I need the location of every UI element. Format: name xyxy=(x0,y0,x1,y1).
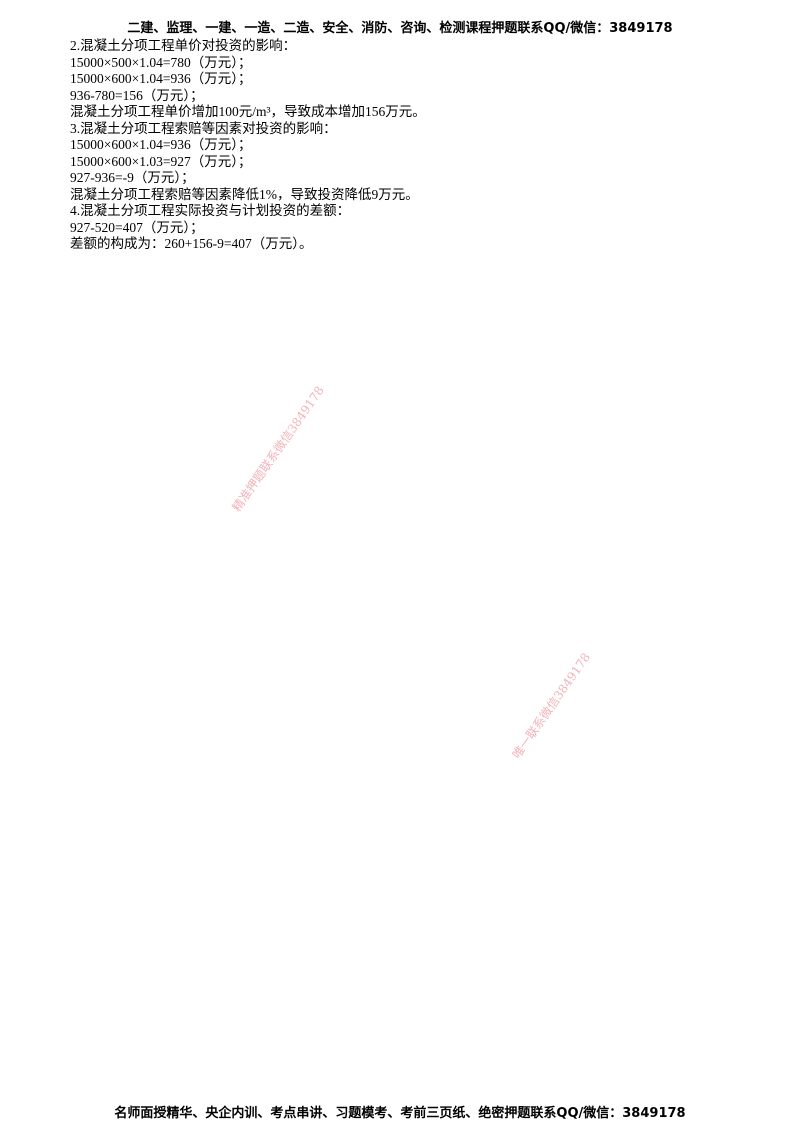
text-line: 15000×600×1.04=936（万元）； xyxy=(70,71,252,86)
watermark: 精准押题联系微信3849178 xyxy=(229,383,327,515)
text-line: 927-936=-9（万元）； xyxy=(70,170,195,185)
text-line: 927-520=407（万元）； xyxy=(70,219,204,235)
text-line: 15000×600×1.04=936（万元）； xyxy=(70,137,252,152)
page-header: 二建、监理、一建、一造、二造、安全、消防、咨询、检测课程押题联系QQ/微信：38… xyxy=(127,21,673,36)
text-line: 15000×600×1.03=927（万元）； xyxy=(70,153,252,169)
text-line: 差额的构成为：260+156-9=407（万元）。 xyxy=(70,236,313,251)
text-line: 15000×500×1.04=780（万元）； xyxy=(70,54,252,70)
text-line: 936-780=156（万元）； xyxy=(70,87,204,103)
section-heading: 4.混凝土分项工程实际投资与计划投资的差额： xyxy=(70,203,351,218)
watermark: 唯一联系微信3849178 xyxy=(509,650,594,762)
text-line: 混凝土分项工程索赔等因素降低1%，导致投资降低9万元。 xyxy=(70,186,419,202)
section-heading: 3.混凝土分项工程索赔等因素对投资的影响： xyxy=(70,120,337,136)
section-heading: 2.混凝土分项工程单价对投资的影响： xyxy=(70,38,297,53)
document-body: 2.混凝土分项工程单价对投资的影响： 15000×500×1.04=780（万元… xyxy=(70,38,426,253)
page-footer: 名师面授精华、央企内训、考点串讲、习题模考、考前三页纸、绝密押题联系QQ/微信：… xyxy=(114,1106,686,1121)
text-line: 混凝土分项工程单价增加100元/m³，导致成本增加156万元。 xyxy=(70,104,426,119)
